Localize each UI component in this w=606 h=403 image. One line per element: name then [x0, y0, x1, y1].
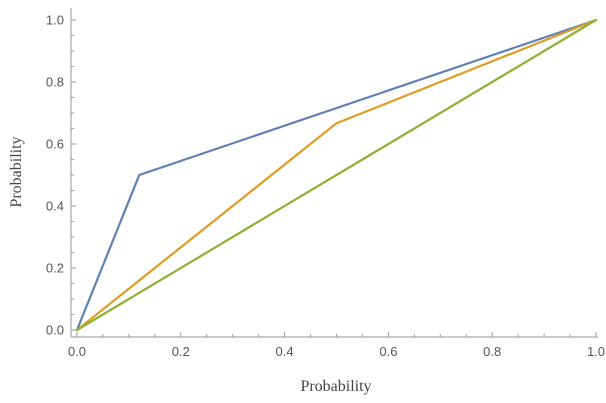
series-group [75, 18, 598, 332]
y-tick-label: 0.8 [46, 75, 64, 90]
y-tick-label: 0.0 [46, 323, 64, 338]
y-tick-label: 0.4 [46, 199, 64, 214]
x-tick-label: 0.6 [379, 344, 397, 359]
x-tick-label: 1.0 [587, 344, 605, 359]
axes [70, 8, 598, 338]
x-tick-label: 0.4 [276, 344, 294, 359]
x-tick-label: 0.8 [483, 344, 501, 359]
series-line-2 [75, 18, 598, 332]
y-tick-label: 1.0 [46, 13, 64, 28]
x-axis-title: Probability [300, 378, 371, 395]
x-tick-label: 0.2 [172, 344, 190, 359]
x-tick-label: 0.0 [68, 344, 86, 359]
series-line-1 [75, 18, 598, 332]
y-tick-label: 0.2 [46, 261, 64, 276]
series-line-3 [75, 18, 598, 332]
y-axis-title: Probability [8, 136, 25, 207]
y-tick-label: 0.6 [46, 137, 64, 152]
ticks: 0.0 0.2 0.4 0.6 0.8 1.0 0.0 0.2 0.4 0.6 0.8 1.0 [46, 13, 605, 360]
